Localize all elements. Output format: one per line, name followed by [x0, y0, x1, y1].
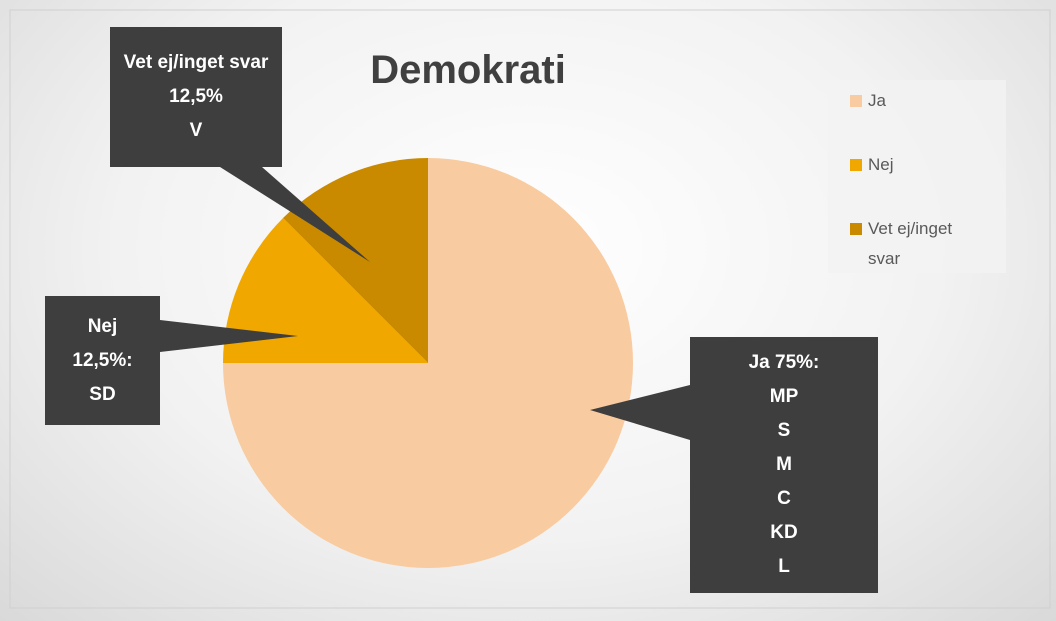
- data-label-party: MP: [769, 386, 799, 407]
- callout-pointer: [160, 320, 298, 352]
- data-label-party: L: [778, 556, 790, 577]
- legend: Ja Nej Vet ej/inget svar: [828, 80, 1006, 273]
- data-label-party: KD: [770, 522, 798, 543]
- data-label: Nej 12,5%: SD: [45, 296, 160, 425]
- legend-item: Ja: [850, 86, 988, 116]
- data-label: Vet ej/inget svar 12,5% V: [110, 27, 282, 167]
- chart-title: Demokrati: [370, 48, 566, 92]
- data-label-party: V: [189, 120, 203, 141]
- legend-item: Nej: [850, 150, 988, 180]
- legend-swatch: [850, 95, 862, 107]
- chart-border: [9, 9, 1051, 609]
- data-label: Ja 75%: MP S M C KD L: [690, 337, 878, 593]
- legend-label: Ja: [868, 91, 886, 110]
- data-label-value: Nej 12,5%:: [72, 315, 133, 371]
- callout-pointer: [220, 167, 370, 262]
- callout-pointer: [590, 385, 690, 440]
- data-label-value: Vet ej/inget svar 12,5%: [123, 52, 269, 107]
- data-label-party: C: [777, 488, 791, 509]
- legend-swatch: [850, 159, 862, 171]
- data-label-value: Ja 75%:: [748, 352, 820, 373]
- pie-slice: [223, 218, 428, 363]
- legend-swatch: [850, 223, 862, 235]
- pie-slice: [283, 158, 428, 363]
- legend-item: Vet ej/inget svar: [850, 214, 988, 274]
- data-label-party: M: [776, 454, 792, 475]
- legend-label: Vet ej/inget svar: [868, 219, 953, 268]
- data-label-party: S: [777, 420, 791, 441]
- legend-label: Nej: [868, 155, 894, 174]
- data-label-party: SD: [89, 383, 116, 405]
